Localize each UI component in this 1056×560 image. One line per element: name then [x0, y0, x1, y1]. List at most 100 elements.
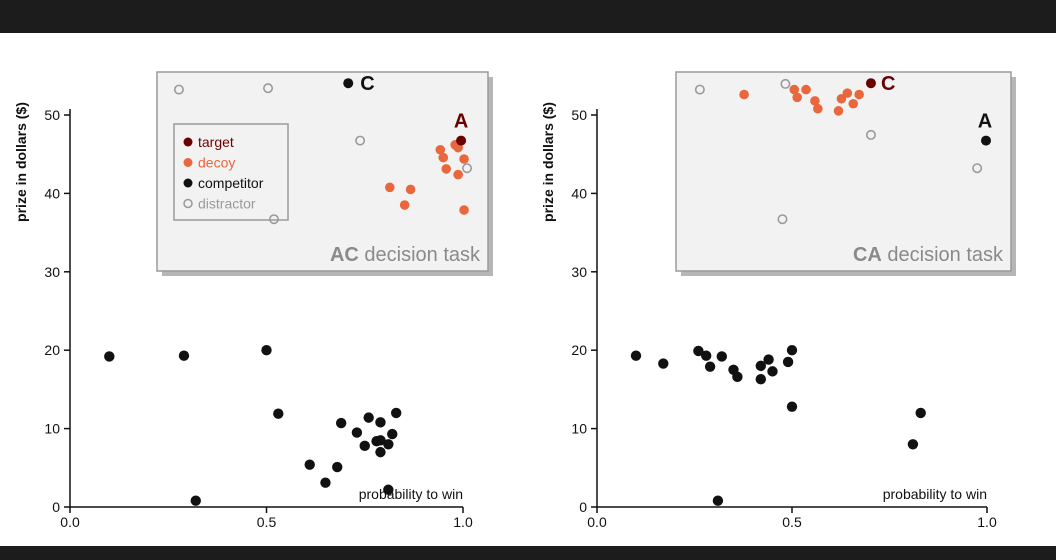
inset-title-rest: decision task: [359, 244, 481, 266]
y-tick-label: 40: [571, 185, 587, 201]
data-point: [390, 407, 402, 419]
data-point: [786, 345, 798, 356]
distractor-point: [780, 78, 791, 89]
y-tick-label: 30: [571, 264, 587, 280]
y-tick-label: 20: [44, 342, 60, 358]
decoy-point: [385, 182, 395, 193]
y-tick-label: 20: [571, 342, 587, 358]
data-point: [712, 495, 724, 506]
data-point: [178, 350, 190, 361]
data-point: [359, 440, 370, 452]
data-point: [693, 345, 704, 357]
data-point: [658, 358, 669, 369]
x-tick-label: 1.0: [453, 514, 473, 530]
data-point: [375, 446, 386, 458]
label-c: C: [881, 73, 895, 95]
legend-marker: [183, 158, 193, 167]
decoy-point: [438, 152, 449, 163]
inset-title-bold: AC: [330, 244, 359, 266]
decoy-point: [739, 89, 749, 100]
label-a: A: [978, 111, 992, 133]
inset-title-rest: decision task: [882, 244, 1004, 266]
inset-title-bold: CA: [853, 244, 882, 266]
distractor-point: [865, 129, 876, 140]
decoy-point: [842, 88, 853, 98]
data-point: [104, 351, 115, 362]
decoy-point: [801, 84, 811, 95]
competitor-point: [343, 78, 354, 89]
legend: target decoy competitor distractor: [173, 123, 289, 221]
legend-label: competitor: [198, 175, 264, 191]
inset-frame: [675, 71, 1012, 272]
data-point: [701, 350, 712, 361]
x-tick-label: 0.0: [587, 514, 607, 530]
decoy-point: [405, 184, 416, 195]
legend-marker: [183, 137, 193, 147]
data-point: [190, 495, 201, 506]
decoy-point: [441, 164, 452, 174]
y-tick-label: 50: [571, 107, 587, 123]
decoy-point: [833, 106, 844, 116]
data-point: [732, 371, 743, 383]
x-tick-label: 1.0: [977, 514, 997, 530]
x-axis-title: probability to win: [359, 486, 463, 502]
distractor-point: [268, 214, 279, 225]
distractor-point: [173, 84, 184, 95]
decoy-point: [848, 98, 859, 109]
bottom-band: [0, 546, 1056, 560]
panel-ac: 0.0 0.5 1.0 0 10 20 30 40 50 probability to win pr…: [13, 71, 493, 530]
y-axis-title: prize in dollars ($): [13, 102, 29, 222]
inset-title: CA decision task: [853, 244, 1004, 266]
distractor-point: [263, 83, 274, 94]
decoy-point: [459, 205, 469, 215]
data-point: [375, 417, 386, 428]
data-point: [755, 360, 766, 372]
data-point: [755, 374, 766, 385]
distractor-point: [694, 84, 705, 95]
legend-frame: [173, 123, 289, 221]
data-point: [716, 351, 727, 362]
data-point: [351, 427, 363, 438]
inset-frame: [156, 71, 489, 272]
panel-ca: 0.0 0.5 1.0 0 10 20 30 40 50 probability to win pr…: [540, 71, 1016, 530]
y-tick-label: 0: [52, 499, 60, 515]
data-point: [261, 345, 272, 356]
decoy-point: [453, 169, 463, 180]
data-point: [704, 361, 716, 372]
data-point: [335, 417, 347, 429]
y-tick-label: 10: [571, 421, 587, 437]
y-tick-label: 50: [44, 107, 60, 123]
data-point: [915, 407, 926, 419]
data-point: [630, 350, 642, 361]
data-point: [786, 401, 798, 412]
top-band: [0, 0, 1056, 33]
data-point: [332, 461, 343, 473]
data-point: [383, 439, 394, 450]
decoy-point: [810, 96, 820, 106]
data-point: [375, 435, 386, 446]
data-point: [320, 477, 331, 488]
distractor-point: [972, 163, 983, 174]
data-point: [273, 408, 284, 419]
decoy-point: [792, 92, 802, 103]
distractor-point: [462, 163, 473, 174]
x-axis-title: probability to win: [883, 486, 987, 502]
data-point: [387, 428, 398, 440]
distractor-point: [777, 214, 788, 225]
data-point: [907, 439, 919, 450]
label-a: A: [454, 111, 468, 133]
decoy-point: [854, 89, 864, 100]
decoy-point: [459, 154, 469, 164]
data-point: [304, 459, 315, 470]
y-tick-label: 10: [44, 421, 60, 437]
distractor-point: [355, 135, 366, 146]
data-point: [363, 412, 374, 423]
competitor-point: [981, 135, 991, 146]
x-tick-label: 0.5: [782, 514, 802, 530]
y-tick-label: 40: [44, 185, 60, 201]
y-tick-label: 0: [579, 499, 587, 515]
data-point: [767, 366, 778, 377]
target-point: [456, 135, 467, 146]
